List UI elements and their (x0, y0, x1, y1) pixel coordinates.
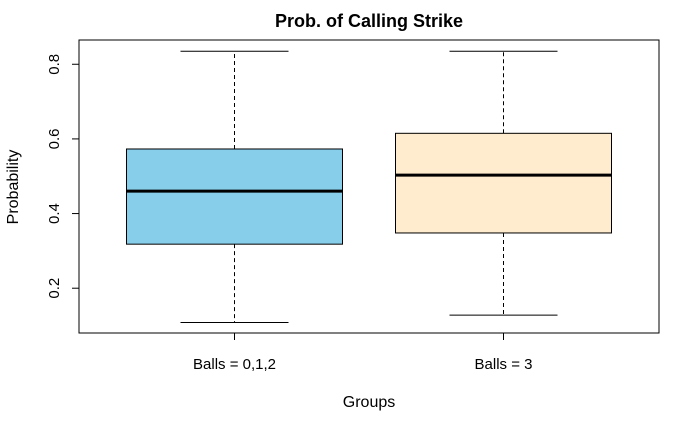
box-2 (395, 50, 612, 316)
y-axis-label: Probability (5, 150, 22, 225)
x-axis: Balls = 0,1,2 Balls = 3 (193, 333, 532, 373)
y-axis: 0.2 0.4 0.6 0.8 (46, 54, 79, 299)
plot-frame (78, 39, 660, 334)
box-group (126, 50, 612, 324)
x-tick-label: Balls = 0,1,2 (193, 356, 276, 373)
y-tick-label: 0.4 (46, 203, 63, 224)
x-tick-label: Balls = 3 (475, 356, 533, 373)
y-tick-label: 0.6 (46, 128, 63, 149)
y-tick-label: 0.8 (46, 54, 63, 75)
iqr-box (395, 132, 612, 234)
iqr-box (126, 148, 343, 245)
y-tick-label: 0.2 (46, 278, 63, 299)
chart-title: Prob. of Calling Strike (275, 11, 463, 31)
x-axis-label: Groups (343, 394, 395, 411)
box-1 (126, 50, 343, 324)
